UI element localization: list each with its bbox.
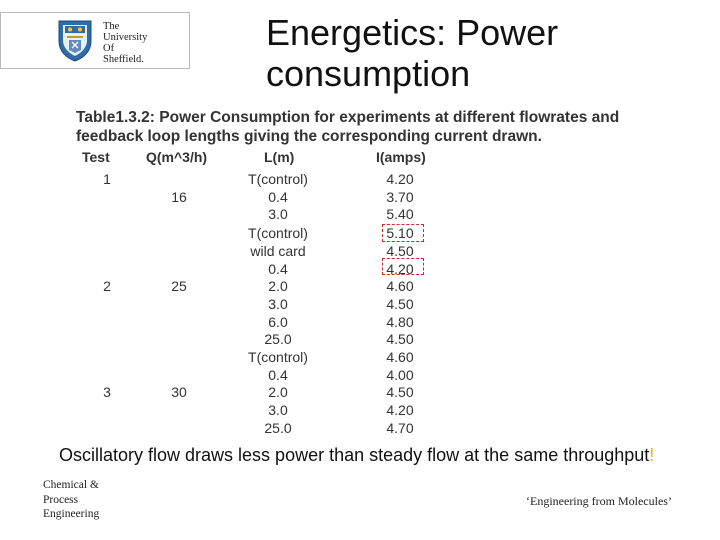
cell-length: 25.0 bbox=[264, 419, 292, 436]
cell-length: 0.4 bbox=[268, 366, 288, 383]
cell-test: 2 bbox=[103, 278, 111, 295]
cell-current: 4.20 bbox=[386, 260, 414, 277]
conclusion-emphasis: ! bbox=[649, 445, 655, 465]
cell-current: 4.80 bbox=[386, 313, 414, 330]
cell-flowrate: 16 bbox=[171, 188, 187, 205]
department-line: Chemical & bbox=[43, 479, 99, 491]
cell-length: 2.0 bbox=[268, 278, 288, 295]
cell-current: 4.50 bbox=[386, 242, 414, 259]
cell-current: 4.00 bbox=[386, 366, 414, 383]
cell-test: 3 bbox=[103, 384, 111, 401]
university-line: Sheffield. bbox=[103, 54, 144, 65]
cell-length: 2.0 bbox=[268, 384, 288, 401]
column-header-test: Test bbox=[82, 149, 110, 165]
university-line: University bbox=[103, 32, 148, 43]
conclusion-statement: Oscillatory flow draws less power than s… bbox=[59, 444, 720, 466]
slide-title: Energetics: Power consumption bbox=[266, 12, 559, 94]
cell-current: 5.40 bbox=[386, 206, 414, 223]
cell-length: 25.0 bbox=[264, 331, 292, 348]
cell-flowrate: 30 bbox=[171, 384, 187, 401]
cell-length: 0.4 bbox=[268, 188, 288, 205]
cell-test: 1 bbox=[103, 171, 111, 187]
table-caption: Table1.3.2: Power Consumption for experi… bbox=[76, 109, 620, 145]
cell-length: 0.4 bbox=[268, 260, 288, 277]
department-name: Chemical & Process Engineering bbox=[43, 478, 99, 522]
cell-current: 4.20 bbox=[386, 402, 414, 419]
cell-current: 4.70 bbox=[386, 419, 414, 436]
department-line: Process bbox=[43, 493, 79, 506]
department-line: Engineering bbox=[43, 508, 100, 520]
cell-length: wild card bbox=[250, 242, 306, 259]
footer-motto: ‘Engineering from Molecules’ bbox=[526, 494, 672, 508]
cell-current: 4.60 bbox=[386, 278, 414, 295]
cell-current: 4.50 bbox=[386, 295, 414, 312]
cell-length: 3.0 bbox=[268, 295, 288, 312]
cell-length: 3.0 bbox=[268, 206, 288, 223]
cell-current: 5.10 bbox=[386, 225, 414, 242]
highlight-box bbox=[382, 258, 424, 275]
cell-current: 4.20 bbox=[386, 171, 414, 187]
cell-length: 6.0 bbox=[268, 313, 288, 330]
cell-current: 3.70 bbox=[386, 188, 414, 205]
cell-current: 4.50 bbox=[386, 331, 414, 348]
cell-length: 3.0 bbox=[268, 402, 288, 419]
university-name: The University Of Sheffield. bbox=[103, 21, 147, 65]
conclusion-text: Oscillatory flow draws less power than s… bbox=[59, 445, 650, 465]
cell-current: 4.60 bbox=[386, 349, 414, 365]
highlight-box bbox=[382, 224, 424, 242]
cell-current: 4.50 bbox=[386, 384, 414, 401]
column-header-length: L(m) bbox=[264, 149, 295, 165]
column-header-flowrate: Q(m^3/h) bbox=[146, 149, 208, 165]
cell-length: T(control) bbox=[248, 225, 308, 242]
shield-crest-icon bbox=[58, 20, 92, 62]
cell-flowrate: 25 bbox=[171, 278, 187, 295]
university-line: The bbox=[103, 21, 120, 32]
university-logo: The University Of Sheffield. bbox=[0, 12, 190, 69]
cell-length: T(control) bbox=[248, 171, 308, 187]
column-header-current: I(amps) bbox=[376, 149, 426, 165]
university-line: Of bbox=[103, 43, 115, 54]
cell-length: T(control) bbox=[248, 349, 308, 365]
